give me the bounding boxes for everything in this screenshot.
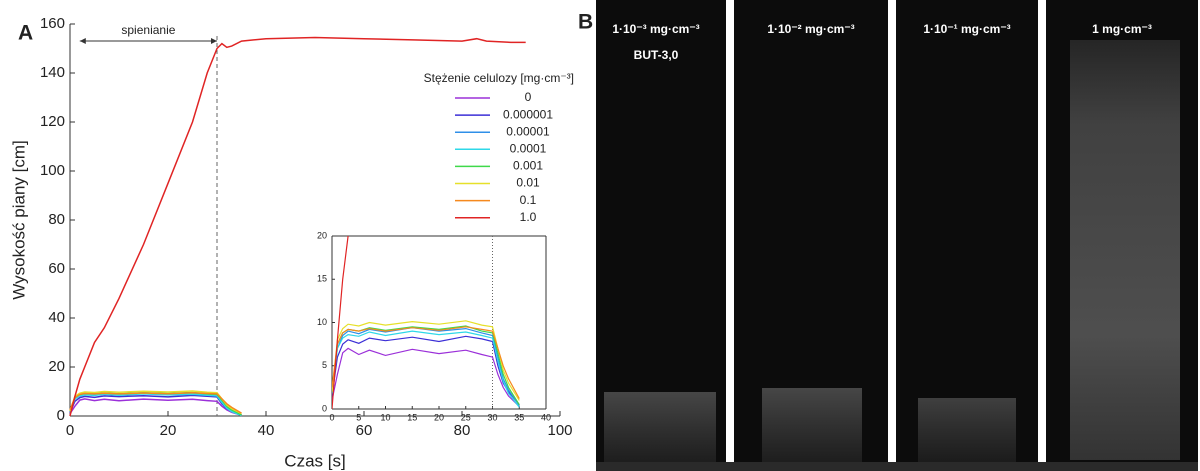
foam [604,392,716,462]
x-tick-label: 20 [160,422,177,439]
x-tick-label: 80 [454,422,471,439]
panel-letter: B [578,11,593,34]
y-tick-label: 20 [317,230,327,240]
photo-panel [596,0,1198,471]
x-tick-label: 35 [514,412,524,422]
y-tick-label: 80 [48,211,65,228]
legend-label: 0.0001 [510,141,547,155]
x-axis-label: Czas [s] [284,451,345,470]
annotation: spienianie [121,23,175,37]
x-tick-label: 100 [547,422,572,439]
series-line [332,320,520,401]
y-tick-label: 0 [322,403,327,413]
y-tick-label: 10 [317,317,327,327]
foam [762,388,862,462]
label-bg [576,10,596,34]
x-tick-label: 40 [258,422,275,439]
photo-label: 1·10⁻¹ mg·cm⁻³ [923,22,1010,36]
legend-title: Stężenie celulozy [mg·cm⁻³] [424,71,574,85]
series-line [332,347,520,407]
photo-label: 1·10⁻² mg·cm⁻³ [767,22,854,36]
x-tick-label: 60 [356,422,373,439]
y-tick-label: 15 [317,274,327,284]
y-tick-label: 100 [40,162,65,179]
x-tick-label: 20 [434,412,444,422]
photo-label: 1·10⁻³ mg·cm⁻³ [612,22,699,36]
series-line [332,330,520,408]
y-tick-label: 140 [40,64,65,81]
inset-plot [332,236,520,409]
x-tick-label: 0 [66,422,74,439]
legend-label: 0.1 [520,193,537,207]
y-axis-label: Wysokość piany [cm] [9,140,28,300]
y-tick-label: 5 [322,360,327,370]
series-line [69,393,242,417]
photo-label: 1 mg·cm⁻³ [1092,22,1152,36]
series-line [69,398,242,417]
y-tick-label: 120 [40,113,65,130]
foam [918,398,1016,462]
x-tick-label: 0 [329,412,334,422]
x-tick-label: 30 [487,412,497,422]
foam [1070,40,1180,460]
y-tick-label: 60 [48,260,65,277]
x-tick-label: 40 [541,412,551,422]
tube-base [596,462,1198,471]
x-tick-label: 5 [356,412,361,422]
x-tick-label: 25 [461,412,471,422]
series-line [332,326,520,399]
x-tick-label: 15 [407,412,417,422]
y-tick-label: 0 [57,407,65,424]
inset-bg [332,236,546,409]
series-line [69,394,242,416]
panel-letter: A [18,22,33,45]
legend-label: 0 [525,90,532,104]
series-line [69,391,242,414]
x-tick-label: 10 [380,412,390,422]
legend-label: 0.00001 [506,124,550,138]
series-line [332,335,520,406]
photo [896,0,1038,471]
legend-label: 0.001 [513,159,543,173]
legend-label: 0.01 [516,176,540,190]
legend-label: 0.000001 [503,107,553,121]
legend-label: 1.0 [520,210,537,224]
y-tick-label: 160 [40,15,65,32]
y-tick-label: 40 [48,309,65,326]
series-line [69,36,526,417]
photo-sublabel: BUT-3,0 [634,48,679,62]
y-tick-label: 20 [48,358,65,375]
